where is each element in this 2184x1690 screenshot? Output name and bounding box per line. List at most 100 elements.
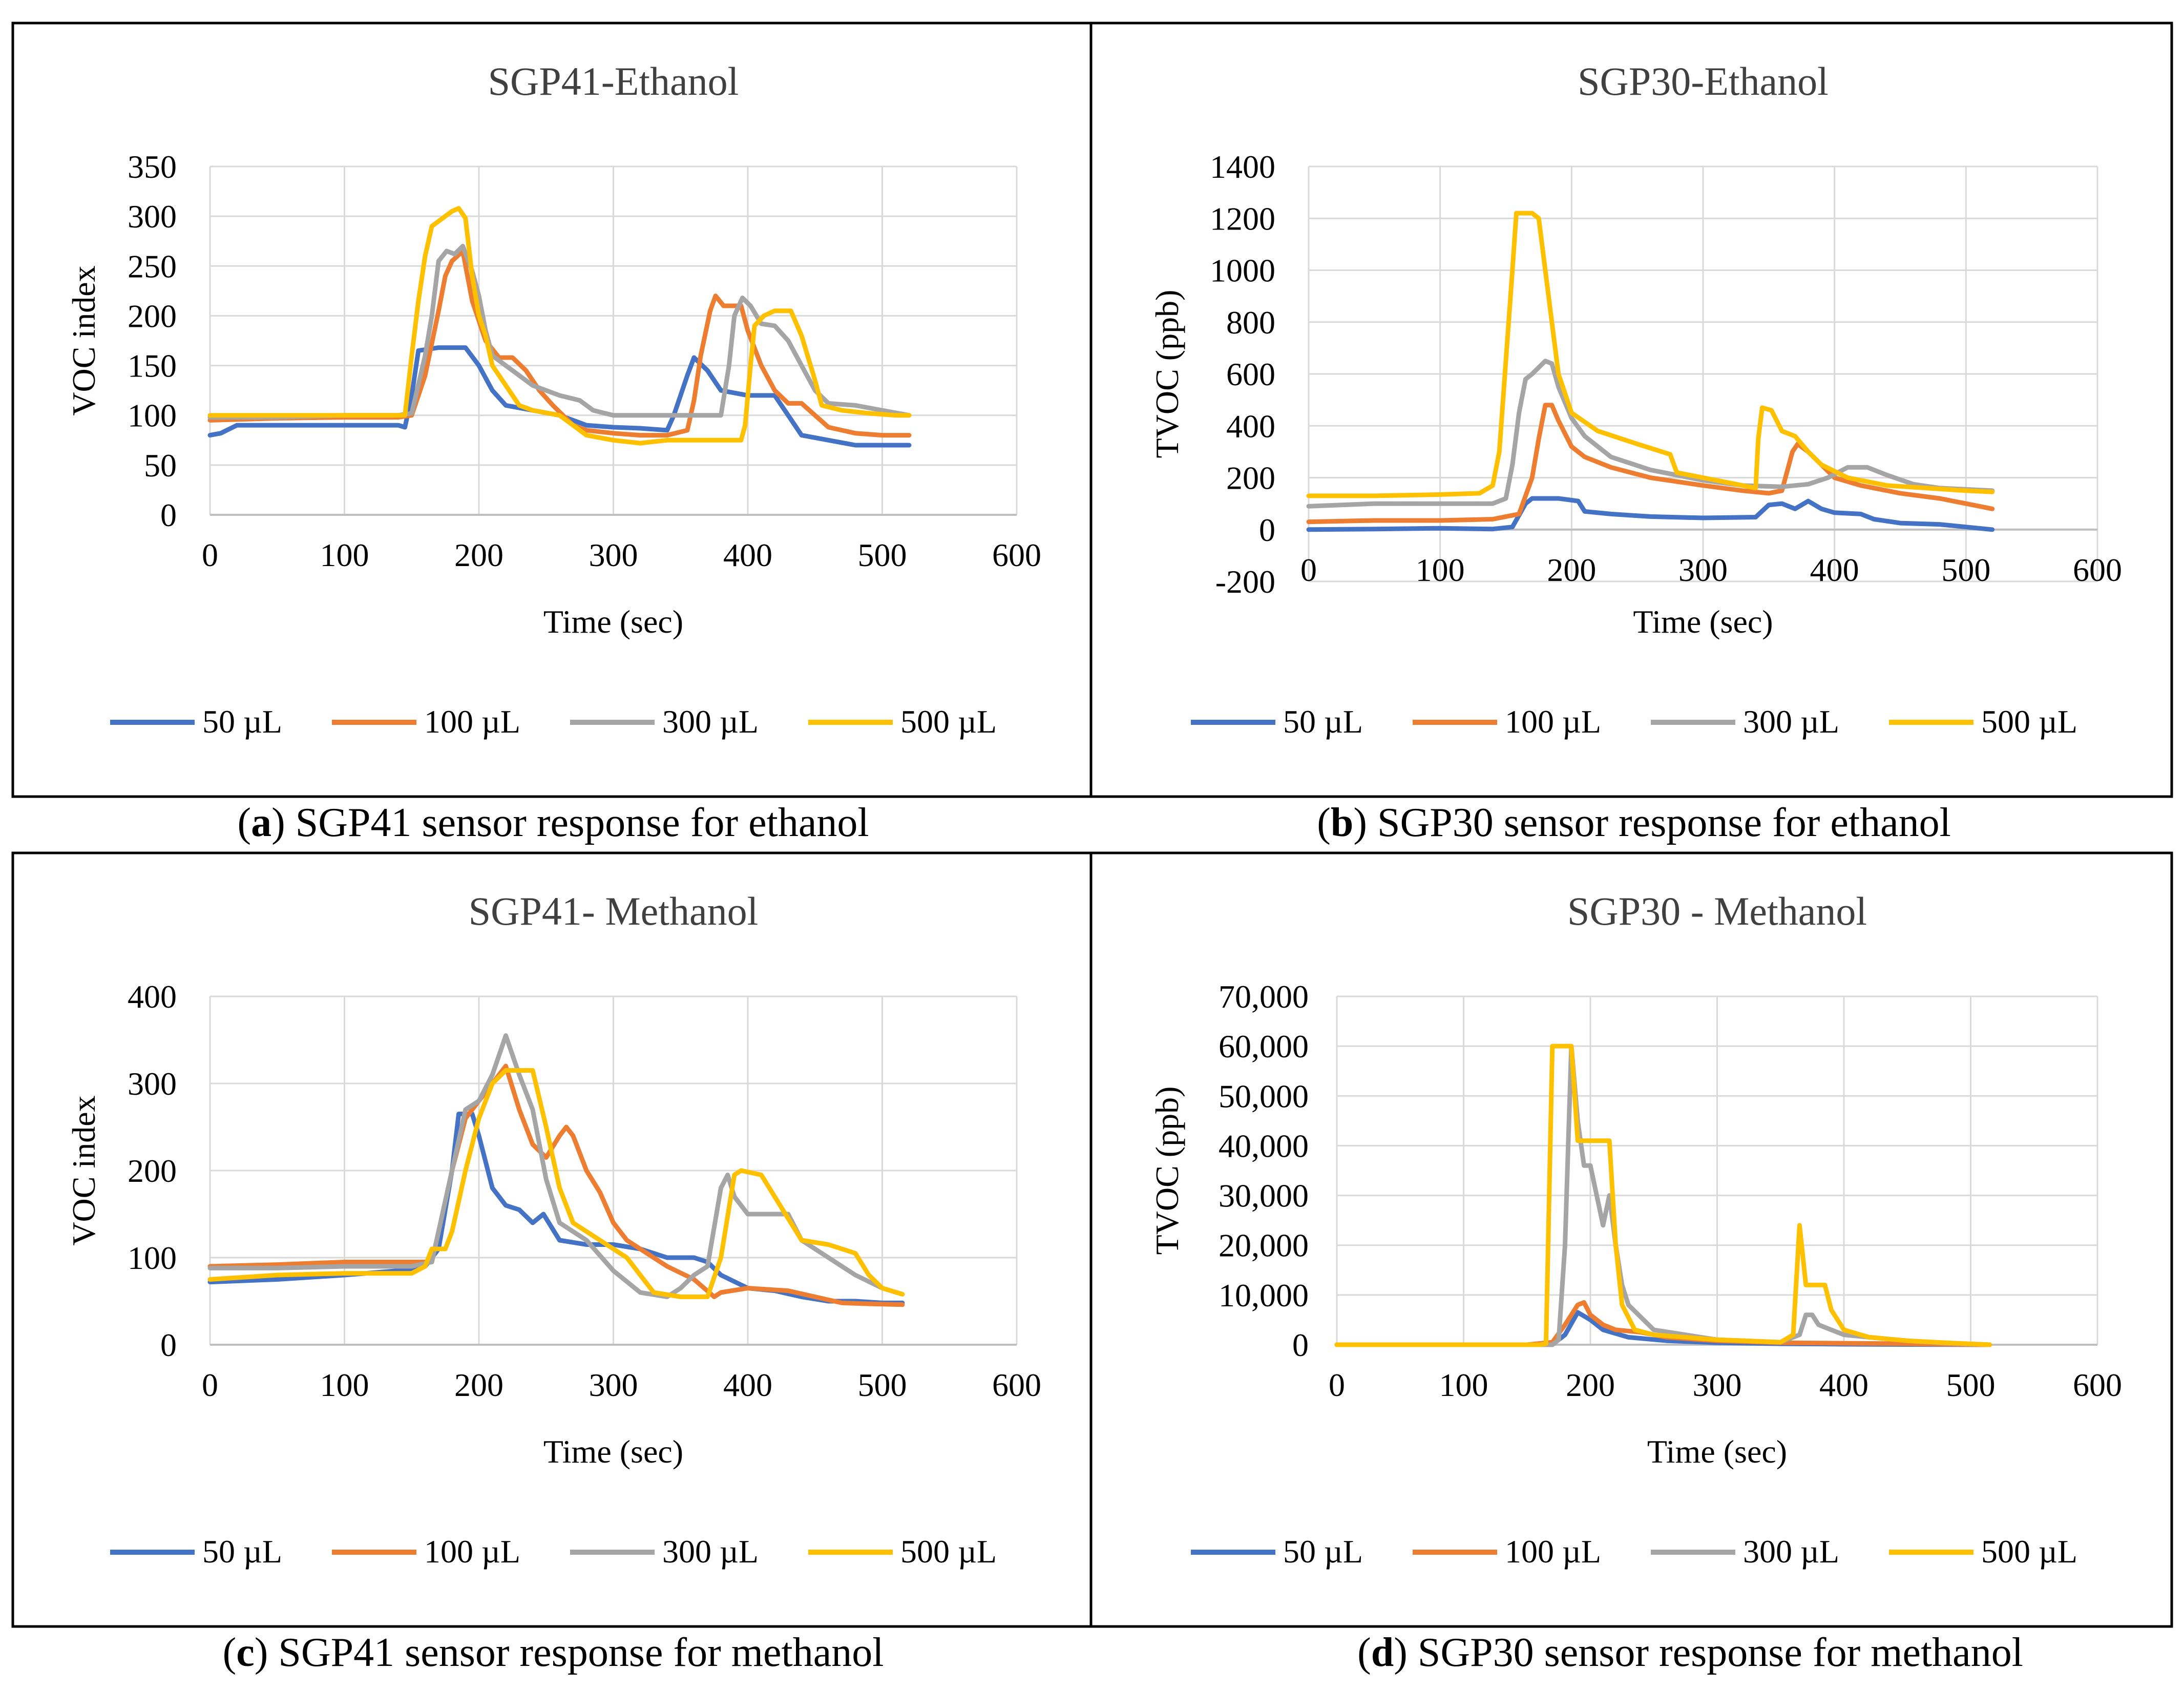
caption-c: (c) SGP41 sensor response for methanol: [223, 1630, 884, 1675]
x-axis-label: Time (sec): [543, 1433, 683, 1470]
series-line-500-l: [1334, 1044, 1992, 1347]
y-tick-label: 800: [1226, 304, 1275, 341]
legend-label-500-l: 500 µL: [900, 1533, 997, 1570]
x-tick-label: 600: [992, 1367, 1041, 1403]
series-line-500-l: [1306, 211, 1995, 498]
series-line-300-l: [207, 243, 912, 420]
series-line-100-l: [207, 248, 912, 438]
y-tick-label: -200: [1215, 564, 1275, 600]
x-tick-label: 0: [1329, 1367, 1345, 1403]
chart-sgp41-ethanol: SGP41-Ethanol 0 100 200 300 400 500 600 0 50 100 15…: [66, 59, 1041, 740]
y-tick-label: 200: [1226, 460, 1275, 496]
y-tick-label: 400: [128, 978, 177, 1015]
x-tick-label: 300: [1678, 552, 1728, 588]
y-tick-label: 1400: [1210, 149, 1275, 185]
x-tick-label: 0: [202, 1367, 218, 1403]
x-tick-label: 300: [589, 1367, 638, 1403]
y-axis-label: TVOC (ppb): [1149, 1087, 1185, 1255]
x-tick-label: 400: [723, 537, 772, 573]
caption-a: (a) SGP41 sensor response for ethanol: [237, 800, 869, 845]
chart-title: SGP30-Ethanol: [1578, 59, 1829, 103]
x-tick-label: 600: [2073, 1367, 2122, 1403]
y-tick-label: 0: [1292, 1327, 1309, 1363]
x-tick-label: 400: [723, 1367, 772, 1403]
x-tick-label: 200: [1547, 552, 1596, 588]
y-tick-label: 1200: [1210, 200, 1275, 237]
legend-label-100-l: 100 µL: [424, 703, 520, 740]
caption-b: (b) SGP30 sensor response for ethanol: [1317, 800, 1951, 845]
legend-label-500-l: 500 µL: [900, 703, 997, 740]
y-tick-label: 350: [128, 149, 177, 185]
x-tick-label: 600: [992, 537, 1041, 573]
caption-d: (d) SGP30 sensor response for methanol: [1357, 1630, 2023, 1675]
y-tick-label: 50,000: [1219, 1078, 1309, 1114]
chart-sgp41-methanol: SGP41- Methanol 0 100 200 300 400 500 600 0 100 20…: [66, 889, 1041, 1570]
x-tick-label: 200: [1566, 1367, 1615, 1403]
y-tick-label: 10,000: [1219, 1277, 1309, 1313]
series-line-100-l: [1306, 403, 1995, 525]
series-line-500-l: [207, 206, 912, 446]
x-tick-label: 100: [1439, 1367, 1488, 1403]
y-axis-label: TVOC (ppb): [1149, 290, 1185, 458]
x-tick-label: 300: [1693, 1367, 1742, 1403]
y-tick-label: 20,000: [1219, 1227, 1309, 1264]
x-tick-label: 100: [320, 1367, 369, 1403]
legend-label-100-l: 100 µL: [424, 1533, 520, 1570]
x-axis-label: Time (sec): [1633, 603, 1773, 640]
x-tick-label: 100: [320, 537, 369, 573]
chart-title: SGP30 - Methanol: [1567, 889, 1867, 933]
x-tick-label: 200: [454, 1367, 503, 1403]
x-tick-label: 600: [2073, 552, 2122, 588]
y-tick-label: 70,000: [1219, 978, 1309, 1015]
y-axis-label: VOC index: [66, 265, 102, 415]
series-line-300-l: [1306, 359, 1995, 509]
panel-border-b: [1089, 22, 2173, 798]
y-tick-label: 50: [144, 447, 177, 484]
y-tick-label: 200: [128, 1153, 177, 1189]
y-tick-label: 600: [1226, 356, 1275, 392]
legend-label-300-l: 300 µL: [1743, 1533, 1839, 1570]
y-tick-label: 0: [160, 497, 177, 533]
series-line-300-l: [207, 1033, 905, 1299]
legend-label-50-l: 50 µL: [202, 1533, 282, 1570]
y-tick-label: 300: [128, 1066, 177, 1102]
chart-title: SGP41- Methanol: [469, 889, 759, 933]
chart-sgp30-ethanol: SGP30-Ethanol 0 100 200 300 400 500 600 -200 0 200…: [1149, 59, 2122, 740]
legend-label-100-l: 100 µL: [1505, 1533, 1601, 1570]
legend-label-300-l: 300 µL: [662, 1533, 759, 1570]
y-tick-label: 0: [1259, 512, 1275, 548]
x-tick-label: 500: [1941, 552, 1990, 588]
y-tick-label: 30,000: [1219, 1178, 1309, 1214]
y-tick-label: 100: [128, 398, 177, 434]
x-axis-label: Time (sec): [1647, 1433, 1787, 1470]
legend-label-300-l: 300 µL: [662, 703, 759, 740]
y-tick-label: 100: [128, 1240, 177, 1276]
y-tick-label: 60,000: [1219, 1028, 1309, 1065]
x-axis-label: Time (sec): [543, 603, 683, 640]
series-line-300-l: [1334, 1044, 1992, 1347]
legend-label-100-l: 100 µL: [1505, 703, 1601, 740]
legend-label-50-l: 50 µL: [202, 703, 282, 740]
x-tick-label: 500: [1946, 1367, 1996, 1403]
series-line-50-l: [207, 345, 912, 448]
x-tick-label: 500: [858, 1367, 907, 1403]
series-line-500-l: [207, 1068, 905, 1299]
x-tick-label: 0: [202, 537, 218, 573]
x-tick-label: 400: [1810, 552, 1859, 588]
x-tick-label: 100: [1416, 552, 1465, 588]
legend-label-50-l: 50 µL: [1283, 1533, 1363, 1570]
x-tick-label: 400: [1819, 1367, 1868, 1403]
chart-sgp30-methanol: SGP30 - Methanol 0 100 200 300 400 500 600 0 10,0…: [1149, 889, 2122, 1570]
chart-title: SGP41-Ethanol: [488, 59, 739, 103]
y-tick-label: 400: [1226, 408, 1275, 444]
panel-borders: [11, 22, 2173, 1628]
legend-label-500-l: 500 µL: [1981, 1533, 2077, 1570]
series-line-50-l: [1306, 496, 1995, 532]
x-tick-label: 0: [1300, 552, 1317, 588]
y-tick-label: 250: [128, 248, 177, 284]
y-axis-label: VOC index: [66, 1095, 102, 1245]
y-tick-label: 40,000: [1219, 1128, 1309, 1164]
x-tick-label: 300: [589, 537, 638, 573]
y-tick-label: 0: [160, 1327, 177, 1363]
